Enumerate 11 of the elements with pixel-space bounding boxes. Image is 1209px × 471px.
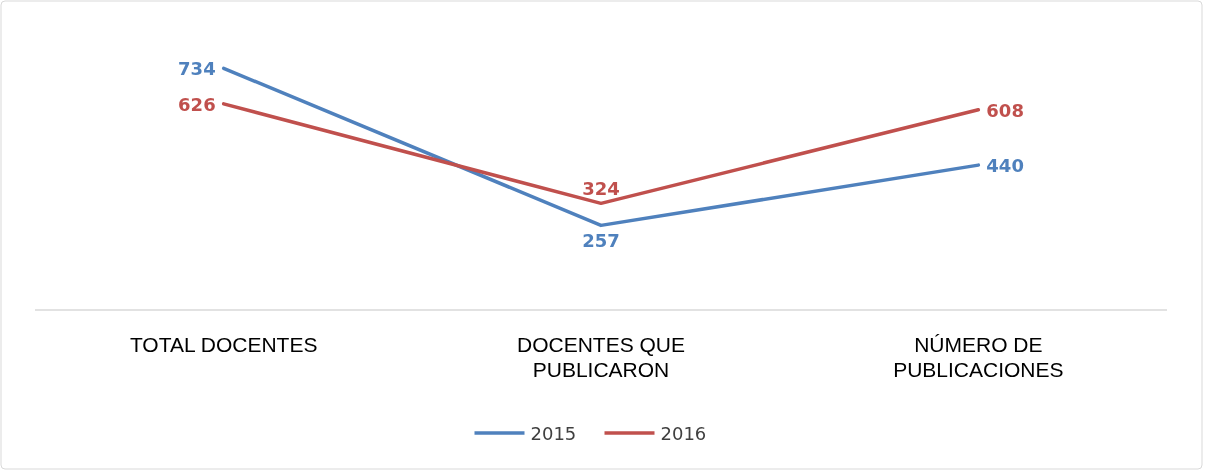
data-label: 626 — [178, 93, 216, 115]
x-tick-label: DOCENTES QUE PUBLICARON — [516, 333, 686, 381]
data-label: 440 — [986, 155, 1024, 177]
x-tick-label: NÚMERO DE PUBLICACIONES — [893, 333, 1064, 381]
data-label: 734 — [178, 58, 216, 80]
data-label: 257 — [582, 230, 620, 252]
legend-label: 2016 — [660, 423, 707, 444]
x-tick-label: TOTAL DOCENTES — [129, 333, 318, 356]
data-label: 324 — [582, 178, 620, 200]
legend-label: 2015 — [530, 423, 577, 444]
data-label: 608 — [986, 99, 1024, 121]
